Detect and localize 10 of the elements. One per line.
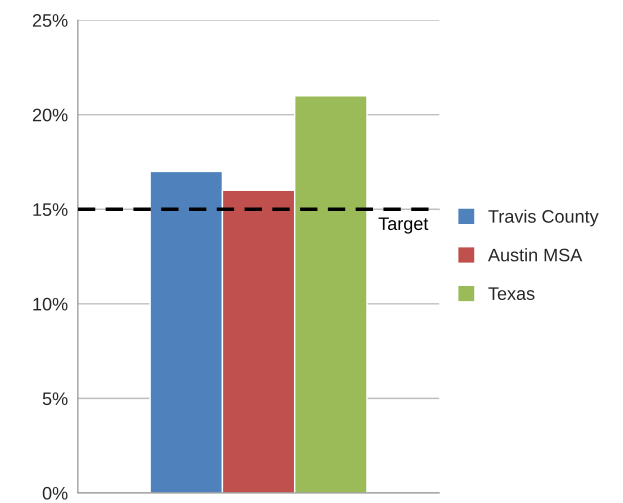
y-tick-label: 25% [32,14,68,27]
y-tick-label: 0% [42,486,68,500]
y-tick-label: 5% [42,392,68,406]
ref-line-label: Target [378,217,428,234]
legend-label: Austin MSA [488,248,582,262]
y-tick-label: 10% [33,298,68,311]
legend-label: Travis County [488,210,599,226]
legend-label: Texas [488,287,534,300]
y-tick-label: 15% [33,203,68,216]
y-tick-label: 20% [32,108,68,122]
